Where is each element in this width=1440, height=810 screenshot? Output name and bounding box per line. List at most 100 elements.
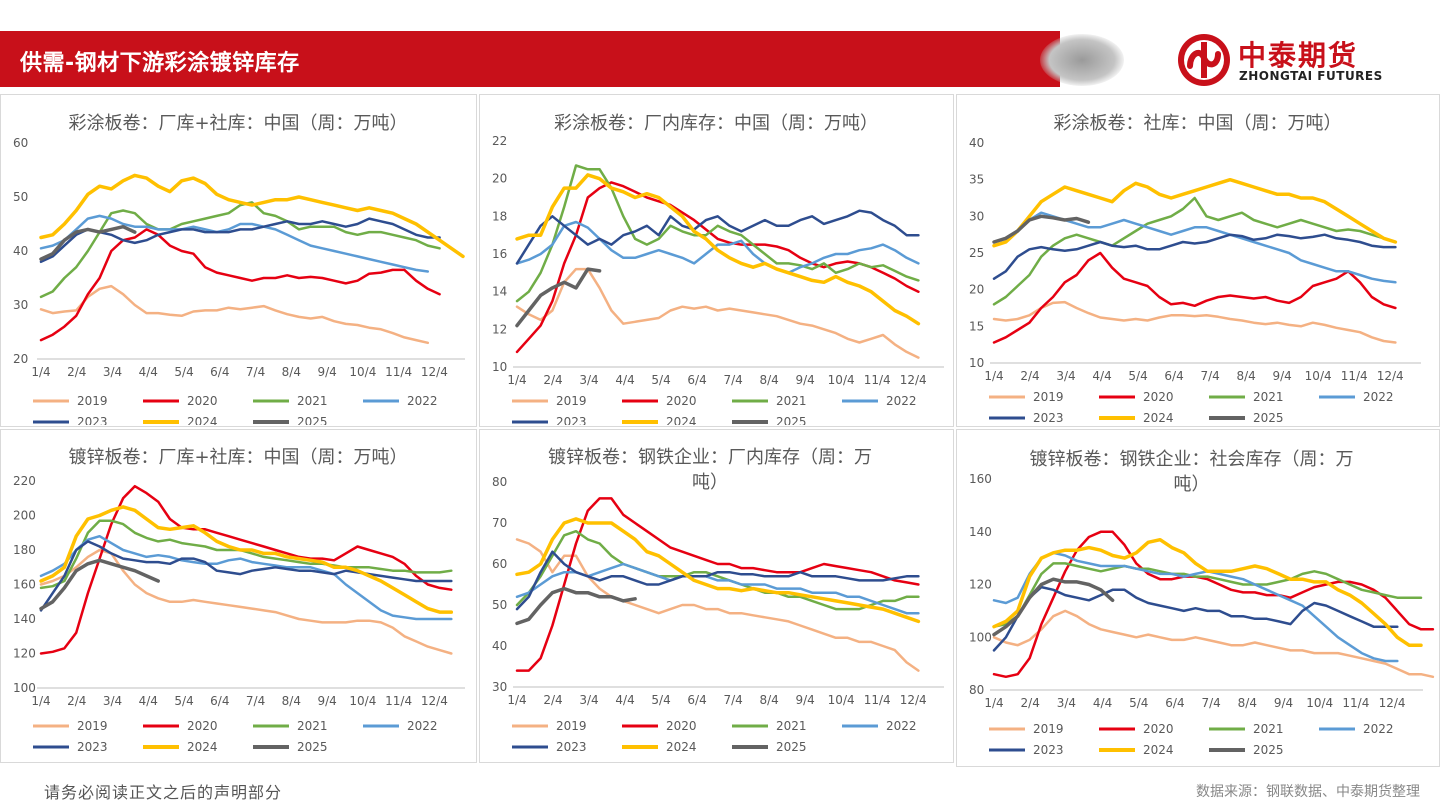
x-tick-label: 1/4 [31,365,50,379]
data-source-text: 数据来源：钢联数据、中泰期货整理 [1196,784,1420,800]
y-tick-label: 50 [13,190,28,204]
series-line-2022 [515,220,920,275]
legend-label-2021: 2021 [297,394,328,408]
series-line-2023 [39,540,453,612]
legend-label-2020: 2020 [666,394,697,408]
chart-panel-2: 彩涂板卷：厂内库存：中国（周：万吨） 10 12 14 16 18 20 22 1/4 2/4 3/… [479,94,954,427]
chart-galvanized-total-stock: 镀锌板卷：厂库+社库：中国（周：万吨） 100 120 140 160 180 200 220… [13,447,465,754]
y-tick-label: 35 [969,173,984,187]
series-line-2022 [39,214,430,273]
y-tick-label: 20 [492,172,507,186]
chart-title-line-1: 镀锌板卷：钢铁企业：社会库存（周：万 [1030,449,1354,470]
series-line-2023 [39,217,441,264]
y-tick-label: 10 [492,360,507,374]
x-tick-label: 9/4 [317,365,336,379]
x-tick-label: 2/4 [1021,696,1040,710]
legend-label-2023: 2023 [556,415,587,425]
y-tick-label: 16 [492,247,507,261]
y-tick-label: 18 [492,209,507,223]
x-tick-label: 2/4 [67,694,86,708]
banner-shadow [1040,34,1124,86]
y-tick-label: 20 [13,352,28,366]
x-tick-label: 4/4 [139,365,158,379]
legend-label-2025: 2025 [1253,743,1284,757]
y-tick-label: 140 [13,612,36,626]
x-tick-label: 3/4 [103,365,122,379]
x-tick-label: 10/4 [1305,369,1332,383]
series-line-2025 [992,214,1091,244]
legend-label-2024: 2024 [1143,743,1174,757]
series-line-2019 [515,267,920,359]
series-line-2023 [992,233,1397,280]
page-title: 供需-钢材下游彩涂镀锌库存 [20,51,300,76]
x-tick-label: 6/4 [687,693,706,707]
legend-label-2023: 2023 [77,740,108,754]
series-line-2025 [39,558,160,611]
series-line-2024 [515,173,921,326]
series-line-2019 [992,300,1397,344]
legend-label-2021: 2021 [776,394,807,408]
legend-label-2022: 2022 [1363,722,1394,736]
x-tick-label: 10/4 [1306,696,1333,710]
chart-panel-4: 镀锌板卷：厂库+社库：中国（周：万吨） 100 120 140 160 180 200 220… [0,429,477,763]
x-tick-label: 6/4 [1164,369,1183,383]
y-tick-label: 12 [492,322,507,336]
x-tick-label: 7/4 [723,693,742,707]
x-tick-label: 12/4 [900,693,927,707]
legend-label-2020: 2020 [187,719,218,733]
legend-label-2019: 2019 [556,394,587,408]
x-tick-label: 1/4 [507,693,526,707]
y-tick-label: 120 [13,647,36,661]
series-line-2019 [39,548,453,655]
y-tick-label: 40 [492,639,507,653]
y-tick-label: 180 [13,543,36,557]
series-line-2024 [992,177,1398,248]
chart-title-line-1: 镀锌板卷：钢铁企业：厂内库存（周：万 [548,447,872,468]
x-tick-label: 6/4 [1165,696,1184,710]
x-tick-label: 11/4 [385,365,412,379]
x-tick-label: 5/4 [174,365,193,379]
y-tick-label: 220 [13,474,36,488]
legend-label-2021: 2021 [776,719,807,733]
legend-label-2022: 2022 [886,719,917,733]
x-tick-label: 8/4 [282,694,301,708]
chart-panel-5: 镀锌板卷：钢铁企业：厂内库存（周：万 吨） 30 40 50 60 70 80 1/4 2/4 3/… [479,429,954,763]
series-line-2020 [515,181,920,354]
y-tick-label: 22 [492,134,507,148]
legend-label-2025: 2025 [776,415,807,425]
x-tick-label: 4/4 [1092,369,1111,383]
y-tick-label: 30 [969,209,984,223]
x-tick-label: 5/4 [1129,696,1148,710]
x-tick-label: 5/4 [174,694,193,708]
y-tick-label: 160 [13,578,36,592]
x-tick-label: 6/4 [210,365,229,379]
series-line-2020 [515,497,920,672]
x-tick-label: 9/4 [1274,696,1293,710]
x-tick-label: 8/4 [1236,369,1255,383]
y-tick-label: 100 [13,681,36,695]
chart-title: 彩涂板卷：社库：中国（周：万吨） [1054,113,1342,134]
legend-label-2024: 2024 [666,740,697,754]
legend-label-2023: 2023 [1033,743,1064,757]
series-line-2024 [39,173,465,259]
series-line-2019 [515,538,920,672]
x-tick-label: 9/4 [317,694,336,708]
legend-label-2019: 2019 [77,394,108,408]
chart-galvanized-social-stock: 镀锌板卷：钢铁企业：社会库存（周：万吨） 80 100 120 140 160 1/4 2/4… [969,449,1435,757]
legend-label-2019: 2019 [1033,390,1064,404]
legend-label-2022: 2022 [1363,390,1394,404]
series-line-2022 [992,211,1397,284]
y-tick-label: 40 [13,244,28,258]
x-tick-label: 11/4 [1341,369,1368,383]
y-tick-label: 30 [492,680,507,694]
chart-title: 彩涂板卷：厂库+社库：中国（周：万吨） [68,113,407,134]
x-tick-label: 4/4 [139,694,158,708]
y-tick-label: 100 [969,630,992,644]
x-tick-label: 12/4 [900,373,927,387]
x-tick-label: 1/4 [984,369,1003,383]
x-tick-label: 9/4 [795,373,814,387]
x-tick-label: 10/4 [828,373,855,387]
x-tick-label: 1/4 [31,694,50,708]
